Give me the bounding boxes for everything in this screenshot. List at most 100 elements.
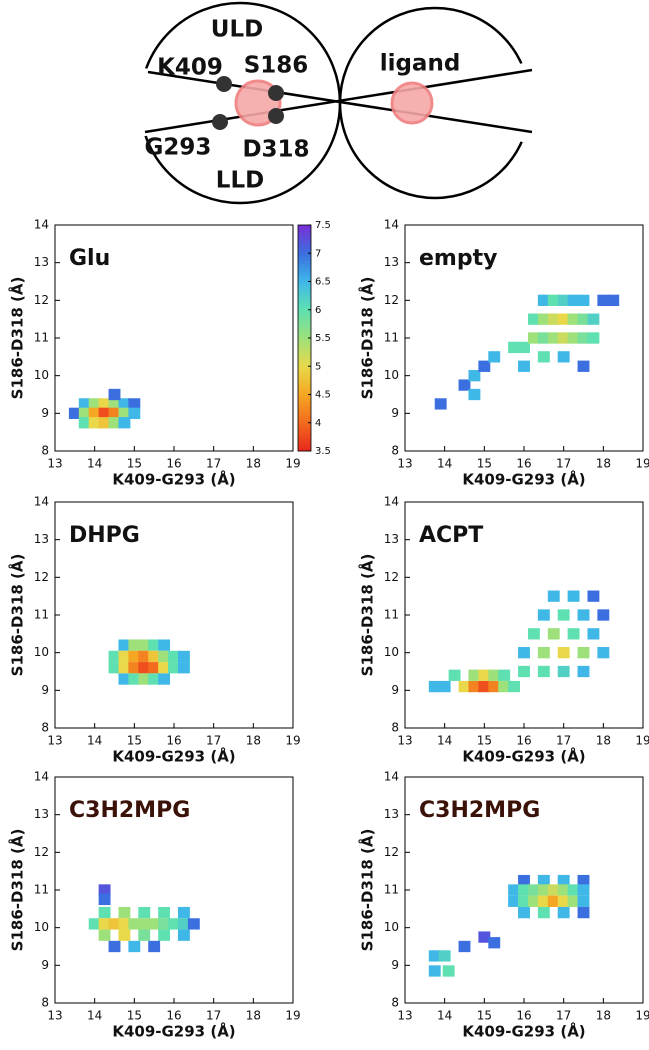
heat-cell <box>597 647 610 659</box>
heat-cell <box>508 341 521 354</box>
heat-cell <box>128 650 141 663</box>
heat-cell <box>577 609 590 621</box>
heat-cell <box>148 918 161 930</box>
colorbar-segment <box>298 302 311 307</box>
heat-cell <box>148 673 161 685</box>
heat-cell <box>577 360 590 372</box>
heat-cell <box>128 673 141 685</box>
heat-cell <box>567 590 580 602</box>
heat-cell <box>478 680 491 693</box>
colorbar-segment <box>298 274 311 279</box>
y-axis-label: S186-D318 (Å) <box>358 554 377 677</box>
colorbar-segment <box>298 429 311 434</box>
heat-cell <box>567 332 580 344</box>
heat-cell <box>158 906 171 919</box>
x-tick-label: 19 <box>285 1009 300 1023</box>
heat-cell <box>537 895 550 907</box>
residue-dot <box>268 108 284 124</box>
panel: 13 14 15 16 17 18 19 8 9 10 11 12 13 14 K409-G293 (Å) S… <box>8 218 331 489</box>
x-tick-label: 14 <box>87 734 102 748</box>
y-tick-label: 11 <box>384 883 399 897</box>
y-tick-label: 13 <box>34 255 49 269</box>
colorbar-segment <box>298 292 311 297</box>
heat-cell <box>587 590 600 602</box>
y-tick-label: 12 <box>34 570 49 584</box>
x-tick-label: 16 <box>516 457 531 471</box>
heat-cell <box>468 370 481 382</box>
heat-cell <box>518 906 530 919</box>
heat-cell <box>518 665 530 678</box>
y-tick-label: 11 <box>34 883 49 897</box>
colorbar-segment <box>298 405 311 410</box>
heat-cell <box>607 294 620 306</box>
heat-cell <box>567 628 580 640</box>
colorbar-segment <box>298 309 311 314</box>
heat-cell <box>108 650 121 663</box>
colorbar-segment <box>298 249 311 254</box>
colorbar-tick-label: 3.5 <box>315 446 331 457</box>
heat-cell <box>118 906 131 919</box>
y-tick-label: 8 <box>41 444 49 458</box>
panel-title: DHPG <box>69 523 140 548</box>
colorbar-segment <box>298 323 311 328</box>
colorbar-segment <box>298 345 311 350</box>
heat-cell <box>518 874 530 887</box>
heat-cell <box>468 388 481 401</box>
heat-cell <box>128 639 141 651</box>
y-axis-label: S186-D318 (Å) <box>8 554 27 677</box>
colorbar-segment <box>298 320 311 325</box>
colorbar-segment <box>298 267 311 272</box>
y-tick-label: 12 <box>384 293 399 307</box>
heat-cell <box>518 360 530 372</box>
k409-label: K409 <box>157 55 223 81</box>
heat-cell <box>442 965 455 977</box>
x-tick-label: 15 <box>127 1009 142 1023</box>
wedge-line <box>144 68 533 134</box>
heat-cell <box>488 669 501 681</box>
heat-cell <box>527 884 540 896</box>
x-tick-label: 14 <box>437 1009 452 1023</box>
panel: 13 14 15 16 17 18 19 8 9 10 11 12 13 14 K409-G293 (Å) S… <box>358 770 649 1041</box>
x-tick-label: 16 <box>516 1009 531 1023</box>
residue-dot <box>268 85 284 101</box>
colorbar-segment <box>298 270 311 275</box>
x-tick-label: 14 <box>437 734 452 748</box>
heat-cell <box>547 332 560 344</box>
residue-dot <box>212 114 228 130</box>
wedge-mask <box>110 62 340 142</box>
g293-label: G293 <box>145 135 212 161</box>
x-tick-label: 18 <box>596 734 611 748</box>
colorbar-segment <box>298 277 311 282</box>
heat-cell <box>98 398 111 410</box>
heat-cell <box>537 647 550 659</box>
x-tick-label: 17 <box>206 1009 221 1023</box>
heat-cell <box>567 313 580 325</box>
heat-cell <box>518 895 530 907</box>
y-tick-label: 13 <box>384 807 399 821</box>
colorbar-segment <box>298 225 311 230</box>
heat-cell <box>177 918 190 930</box>
heat-cell <box>168 650 180 663</box>
heat-cell <box>128 940 141 953</box>
colorbar-tick-label: 4.5 <box>315 390 331 401</box>
colorbar-segment <box>298 422 311 427</box>
heat-cell <box>518 647 530 659</box>
colorbar-segment <box>298 352 311 357</box>
y-tick-label: 9 <box>41 683 49 697</box>
colorbar-tick-label: 5 <box>315 361 321 372</box>
y-tick-label: 11 <box>384 331 399 345</box>
heat-cell <box>68 407 81 419</box>
heat-cell <box>148 662 161 674</box>
colorbar-segment <box>298 299 311 304</box>
heat-cell <box>458 680 471 693</box>
colorbar-tick-label: 7 <box>315 248 321 259</box>
heat-cell <box>557 647 570 659</box>
y-axis-label: S186-D318 (Å) <box>8 277 27 400</box>
x-tick-label: 13 <box>47 457 62 471</box>
y-tick-label: 9 <box>41 958 49 972</box>
heat-cell <box>478 360 491 372</box>
y-tick-label: 12 <box>384 845 399 859</box>
heat-cell <box>537 906 550 919</box>
colorbar-tick-label: 5.5 <box>315 333 331 344</box>
